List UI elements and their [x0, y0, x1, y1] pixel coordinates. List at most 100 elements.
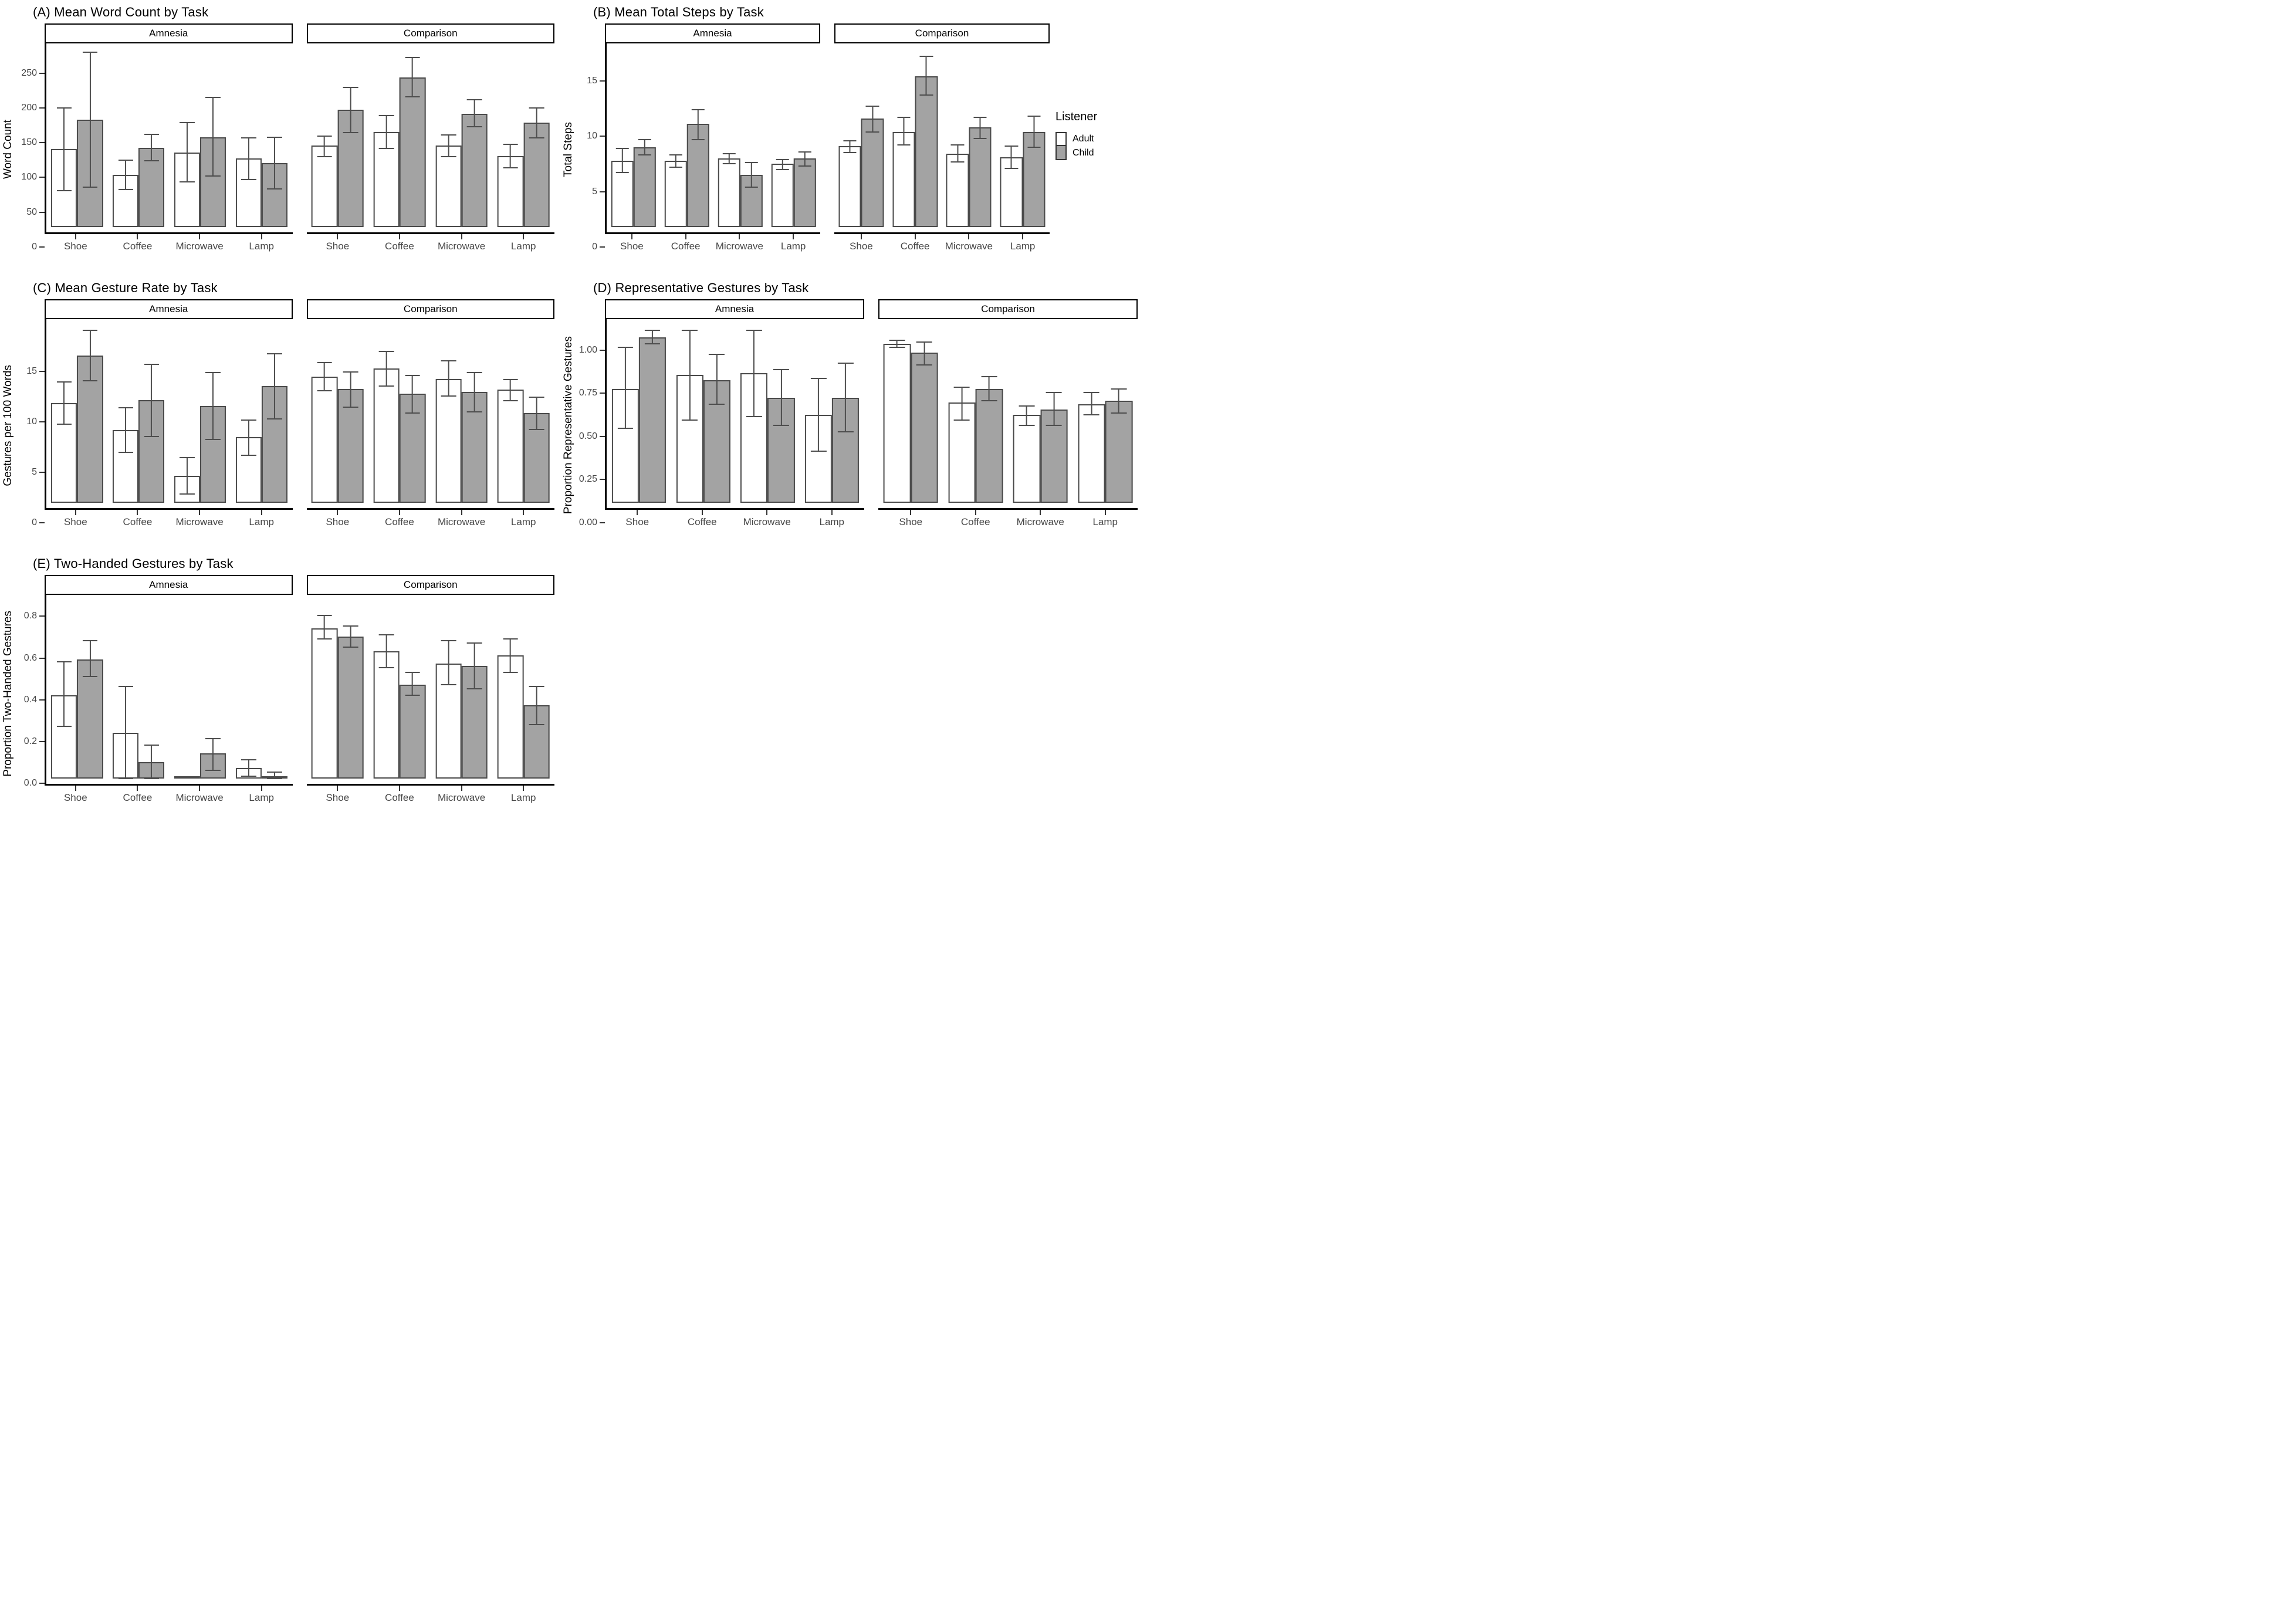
x-tick-mark-icon	[398, 234, 400, 239]
x-tick-mark-icon	[75, 786, 76, 791]
panel-title: (E) Two-Handed Gestures by Task	[33, 556, 234, 571]
bar-slot	[948, 319, 976, 508]
error-bar-cap	[1084, 414, 1099, 415]
bar-group-shoe	[311, 595, 364, 784]
y-axis: 0.00 0.25 0.50 0.75 1.00	[577, 299, 605, 552]
y-axis: 0 5 10 15	[16, 299, 45, 552]
y-tick-mark-icon	[39, 699, 45, 701]
legend-key-adult: Adult	[1055, 132, 1144, 146]
bar-slot	[969, 43, 992, 232]
bar-group-lamp	[236, 595, 288, 784]
error-bar	[125, 160, 127, 190]
bar-adult-lamp	[497, 655, 524, 779]
x-tick-label: Lamp	[249, 241, 274, 252]
facet-strip-label: Amnesia	[693, 28, 732, 39]
y-tick-label: 0	[32, 242, 37, 252]
bar-slot	[497, 595, 524, 784]
x-tick-label: Shoe	[625, 516, 649, 527]
x-tick-mark-icon	[523, 234, 525, 239]
error-bar-cap	[405, 412, 420, 414]
facet-strip: Comparison	[306, 299, 554, 319]
bar-slot	[883, 319, 911, 508]
x-axis-labels: Shoe Coffee Microwave Lamp	[605, 241, 820, 256]
error-bar-cap	[466, 99, 482, 100]
error-bar	[510, 144, 511, 168]
y-axis-label: Total Steps	[560, 23, 577, 276]
error-bar-cap	[691, 138, 705, 140]
y-tick-label: 0	[592, 242, 597, 252]
facet-amnesia: Amnesia Shoe Coffee Microwave Lamp	[605, 299, 864, 552]
bar-group-shoe	[51, 319, 103, 508]
x-axis-ticks	[605, 510, 864, 515]
bar-group-lamp	[1000, 43, 1046, 232]
error-bar	[89, 330, 91, 381]
facet-strip: Amnesia	[605, 299, 864, 319]
x-tick-label: Lamp	[1010, 241, 1036, 252]
error-bar-cap	[267, 188, 282, 190]
error-bar-cap	[798, 151, 811, 153]
facet-strip: Amnesia	[45, 299, 293, 319]
cell-panel-b: (B) Mean Total Steps by Task Total Steps 0…	[560, 0, 1144, 276]
error-bar-cap	[669, 167, 682, 168]
error-bar-cap	[82, 52, 98, 53]
error-bar	[350, 626, 351, 647]
x-axis-ticks	[45, 510, 293, 515]
bar-adult-microwave	[946, 154, 969, 227]
error-bar-cap	[378, 667, 394, 669]
error-bar-cap	[746, 329, 762, 331]
x-tick-mark-icon	[398, 786, 400, 791]
bar-child-lamp	[262, 385, 288, 503]
bar-adult-lamp	[497, 390, 524, 503]
error-bar-cap	[180, 181, 195, 182]
bar-slot	[138, 319, 165, 508]
facet-comparison: Comparison Shoe Coffee Microwave Lamp	[306, 575, 554, 812]
error-bar-cap	[682, 329, 698, 331]
bar-group-microwave	[718, 43, 763, 232]
bar-slot	[373, 319, 400, 508]
x-tick-label: Shoe	[326, 516, 350, 527]
bar-slot	[399, 43, 426, 232]
y-axis-label: Proportion Representative Gestures	[560, 299, 577, 552]
error-bar-cap	[317, 638, 332, 640]
facet-strip-label: Amnesia	[149, 28, 188, 39]
bar-group-microwave	[435, 319, 488, 508]
error-bar	[923, 342, 925, 365]
plot-area	[605, 319, 864, 510]
bar-group-coffee	[113, 319, 165, 508]
x-tick-mark-icon	[1022, 234, 1024, 239]
bar-group-lamp	[497, 595, 550, 784]
bar-child-shoe	[911, 353, 938, 503]
bar-slot	[461, 595, 488, 784]
y-tick-mark-icon	[39, 615, 45, 617]
error-bar	[689, 330, 691, 420]
error-bar	[1026, 406, 1028, 425]
error-bar-cap	[644, 343, 661, 345]
error-bar-cap	[529, 137, 544, 139]
error-bar-cap	[378, 115, 394, 117]
facet-strip: Comparison	[834, 23, 1050, 43]
x-tick-label: Coffee	[671, 241, 701, 252]
bar-group-lamp	[805, 319, 860, 508]
bar-adult-coffee	[373, 651, 400, 779]
bar-group-coffee	[113, 43, 165, 232]
error-bar-cap	[1111, 412, 1127, 414]
panel-body: Gestures per 100 Words 0 5 10 15 Amnesia Shoe C…	[0, 299, 560, 552]
panel-title: (A) Mean Word Count by Task	[33, 5, 209, 19]
x-axis-labels: Shoe Coffee Microwave Lamp	[45, 792, 293, 807]
bar-group-shoe	[838, 43, 884, 232]
x-tick-label: Microwave	[715, 241, 763, 252]
error-bar	[510, 380, 511, 401]
bar-slot	[1078, 319, 1105, 508]
bar-slot	[236, 43, 262, 232]
facets: Amnesia Shoe Coffee Microwave Lamp Comparison…	[605, 299, 1138, 552]
bar-adult-microwave	[174, 153, 201, 227]
x-tick-mark-icon	[337, 510, 339, 515]
error-bar-cap	[919, 56, 933, 57]
bar-group-coffee	[948, 319, 1003, 508]
bar-group-shoe	[611, 319, 666, 508]
x-tick-mark-icon	[739, 234, 740, 239]
error-bar-cap	[82, 640, 98, 642]
error-bar-cap	[950, 161, 965, 163]
error-bar-cap	[776, 168, 789, 170]
error-bar-cap	[56, 381, 72, 383]
